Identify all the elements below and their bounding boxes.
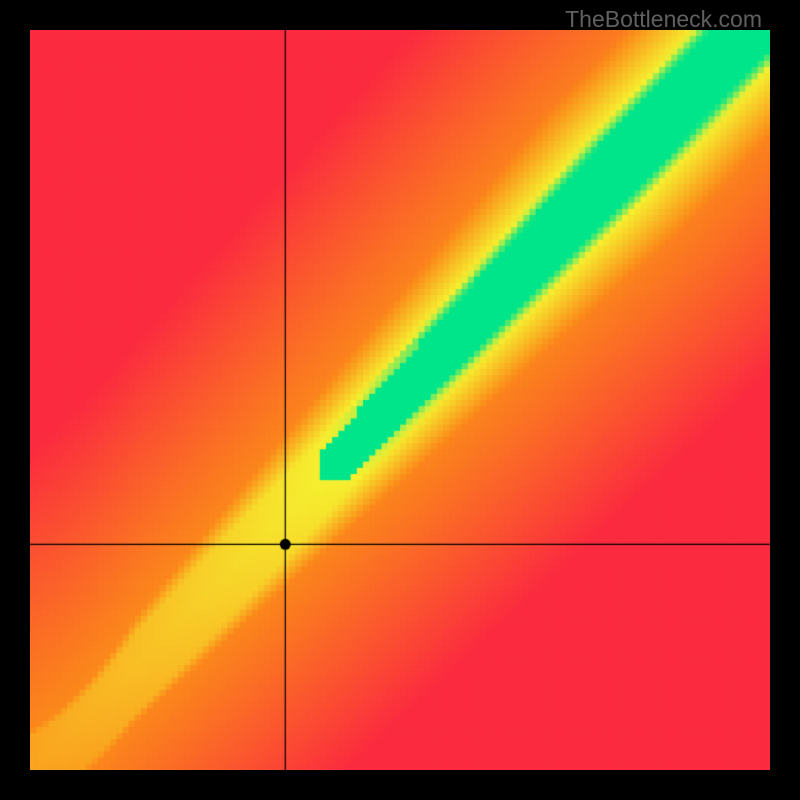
chart-container: TheBottleneck.com	[0, 0, 800, 800]
plot-area	[30, 30, 770, 770]
bottleneck-heatmap	[30, 30, 770, 770]
watermark-text: TheBottleneck.com	[565, 6, 762, 33]
